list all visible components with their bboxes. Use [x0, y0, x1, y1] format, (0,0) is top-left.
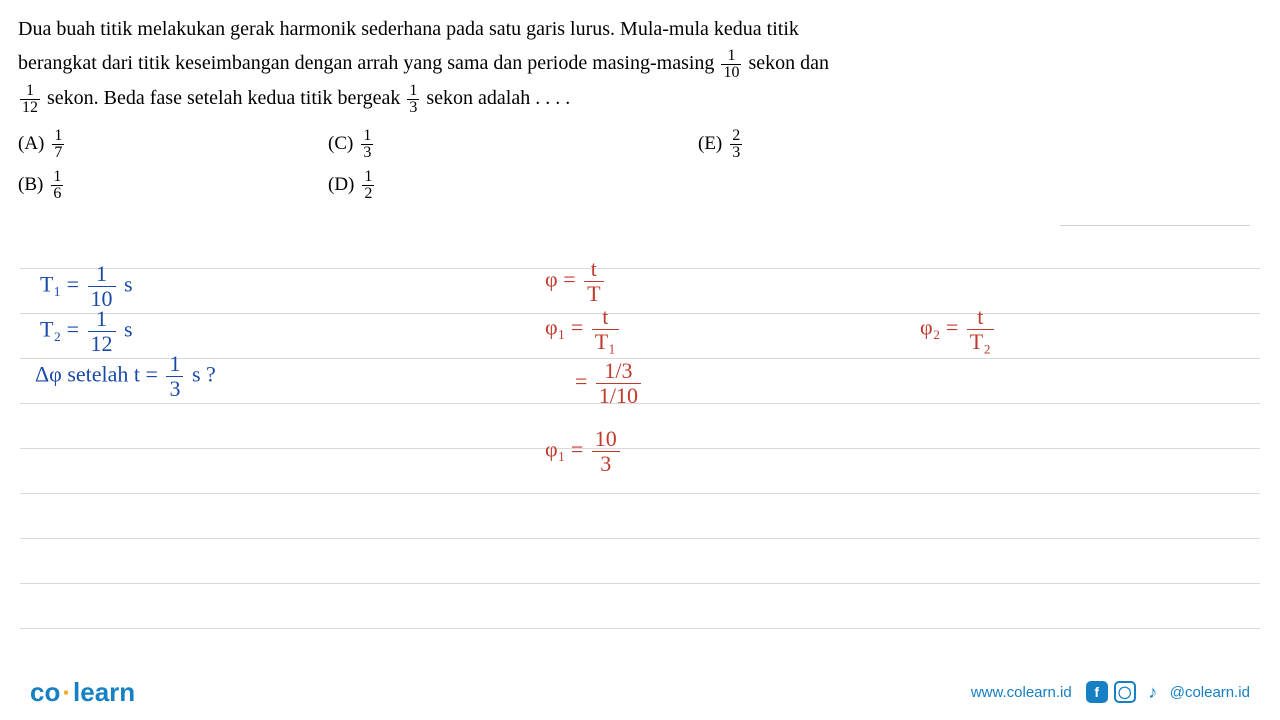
- option-a[interactable]: (A) 17: [18, 128, 328, 161]
- handwriting-t1: T₁ = 110 s: [40, 263, 133, 310]
- answer-input-line: [1060, 192, 1250, 226]
- option-e[interactable]: (E) 23: [698, 128, 744, 161]
- handwriting-phi: φ = tT: [545, 258, 607, 305]
- fraction-1-12: 112: [20, 83, 40, 116]
- ruled-line: [20, 538, 1260, 539]
- handwriting-phi2: φ₂ = tT₂: [920, 306, 997, 353]
- question-text: Dua buah titik melakukan gerak harmonik …: [0, 0, 1280, 124]
- question-line2: berangkat dari titik keseimbangan dengan…: [18, 46, 1262, 81]
- footer: co·learn www.colearn.id f ◯ ♪ @colearn.i…: [0, 664, 1280, 720]
- question-line1: Dua buah titik melakukan gerak harmonik …: [18, 12, 1262, 46]
- handwriting-phi1b: = 1/31/10: [575, 360, 644, 407]
- ruled-line: [20, 583, 1260, 584]
- footer-right: www.colearn.id f ◯ ♪ @colearn.id: [971, 681, 1250, 703]
- ruled-line: [20, 628, 1260, 629]
- handwriting-delta-phi: Δφ setelah t = 13 s ?: [35, 353, 216, 400]
- brand-logo: co·learn: [30, 677, 135, 708]
- social-handle[interactable]: @colearn.id: [1170, 684, 1250, 701]
- facebook-icon[interactable]: f: [1086, 681, 1108, 703]
- social-icons: f ◯ ♪ @colearn.id: [1086, 681, 1250, 703]
- question-line3: 112 sekon. Beda fase setelah kedua titik…: [18, 81, 1262, 116]
- ruled-line: [20, 493, 1260, 494]
- option-d[interactable]: (D) 12: [328, 169, 698, 202]
- tiktok-icon[interactable]: ♪: [1142, 681, 1164, 703]
- ruled-line: [20, 448, 1260, 449]
- brand-dot-icon: ·: [62, 677, 71, 707]
- fraction-1-10: 110: [721, 48, 741, 81]
- handwriting-t2: T₂ = 112 s: [40, 308, 133, 355]
- work-area: [0, 250, 1280, 660]
- handwriting-phi1a: φ₁ = tT₁: [545, 306, 622, 353]
- ruled-line: [20, 313, 1260, 314]
- instagram-icon[interactable]: ◯: [1114, 681, 1136, 703]
- footer-url[interactable]: www.colearn.id: [971, 684, 1072, 701]
- option-b[interactable]: (B) 16: [18, 169, 328, 202]
- fraction-1-3: 13: [407, 83, 419, 116]
- ruled-line: [20, 268, 1260, 269]
- handwriting-phi1c: φ₁ = 103: [545, 428, 623, 475]
- option-c[interactable]: (C) 13: [328, 128, 698, 161]
